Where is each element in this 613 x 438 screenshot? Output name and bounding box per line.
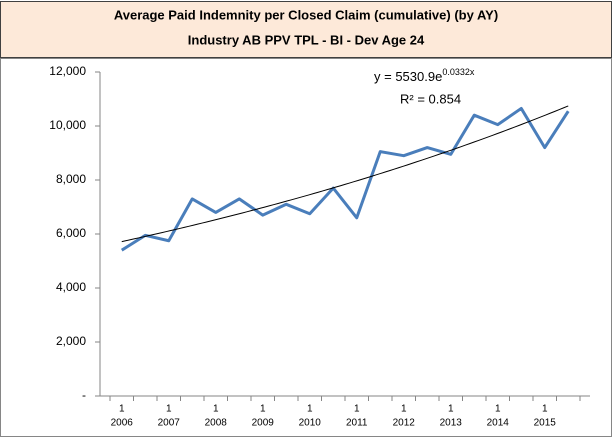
x-year-label: 2007 (158, 418, 181, 429)
equation-base: y = 5530.9e (374, 69, 442, 84)
x-year-label: 2013 (440, 418, 463, 429)
x-tick-label: 1 (495, 404, 501, 415)
y-tick-label: 6,000 (56, 226, 86, 240)
x-tick-label: 1 (401, 404, 407, 415)
x-year-label: 2008 (205, 418, 228, 429)
y-tick-label: 4,000 (56, 280, 86, 294)
x-year-label: 2011 (346, 418, 368, 429)
data-line (120, 106, 570, 252)
x-year-label: 2014 (487, 418, 510, 429)
trend-equation: y = 5530.9e0.0332x (374, 67, 475, 84)
y-tick-label: 12,000 (49, 64, 86, 78)
x-tick-label: 1 (354, 404, 360, 415)
x-tick-label: 1 (213, 404, 219, 415)
x-tick-label: 1 (542, 404, 548, 415)
y-tick-label: - (82, 388, 86, 402)
x-year-label: 2006 (111, 418, 134, 429)
x-year-label: 2015 (534, 418, 557, 429)
x-year-label: 2012 (393, 418, 416, 429)
r-squared: R² = 0.854 (400, 91, 461, 106)
chart-title: Average Paid Indemnity per Closed Claim … (114, 7, 498, 22)
y-tick-label: 8,000 (56, 172, 86, 186)
x-tick-label: 1 (119, 404, 125, 415)
title-box (0, 1, 612, 58)
y-tick-label: 10,000 (49, 118, 86, 132)
chart-frame (0, 58, 612, 437)
chart-subtitle: Industry AB PPV TPL - BI - Dev Age 24 (188, 32, 425, 47)
x-tick-label: 1 (260, 404, 266, 415)
x-tick-label: 1 (166, 404, 172, 415)
trend-line (121, 105, 569, 243)
y-tick-label: 2,000 (56, 334, 86, 348)
equation-exponent: 0.0332x (442, 67, 475, 77)
x-tick-label: 1 (307, 404, 313, 415)
x-tick-label: 1 (448, 404, 454, 415)
x-year-label: 2010 (299, 418, 322, 429)
x-year-label: 2009 (252, 418, 275, 429)
